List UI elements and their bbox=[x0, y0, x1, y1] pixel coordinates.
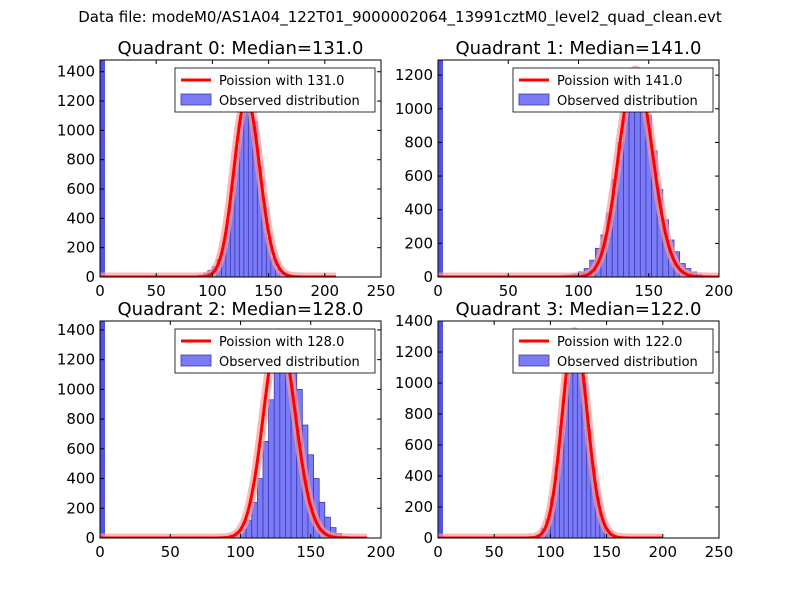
y-tick-label: 400 bbox=[404, 201, 433, 219]
x-tick-label: 100 bbox=[536, 543, 565, 561]
y-tick-label: 1200 bbox=[395, 343, 433, 361]
x-tick-label: 200 bbox=[648, 543, 677, 561]
histogram-bar bbox=[279, 351, 286, 538]
y-tick-label: 1000 bbox=[57, 380, 95, 398]
subplot-title: Quadrant 2: Median=128.0 bbox=[118, 299, 364, 320]
x-tick-label: 0 bbox=[95, 282, 105, 300]
legend-bar-swatch bbox=[180, 354, 212, 367]
y-tick-label: 600 bbox=[404, 436, 433, 454]
y-tick-label: 400 bbox=[66, 470, 95, 488]
y-tick-label: 200 bbox=[66, 499, 95, 517]
zero-spike-bar bbox=[438, 321, 443, 538]
y-tick-label: 400 bbox=[66, 209, 95, 227]
x-tick-label: 100 bbox=[226, 543, 255, 561]
y-tick-label: 0 bbox=[85, 268, 95, 286]
y-tick-label: 1400 bbox=[57, 321, 95, 339]
subplot-title: Quadrant 3: Median=122.0 bbox=[456, 299, 702, 320]
subplot-title: Quadrant 1: Median=141.0 bbox=[456, 38, 702, 59]
plot-content bbox=[100, 321, 371, 538]
legend-label-observed: Observed distribution bbox=[557, 355, 698, 370]
x-tick-label: 200 bbox=[310, 282, 339, 300]
y-tick-label: 200 bbox=[66, 239, 95, 257]
legend-bar-swatch bbox=[518, 354, 550, 367]
x-tick-label: 50 bbox=[161, 543, 180, 561]
subplot-1: 0 50 100 150 200 0 200 400 600 800 1000 1200 Quadran… bbox=[395, 38, 734, 300]
legend-bar-swatch bbox=[518, 93, 550, 106]
y-tick-label: 400 bbox=[404, 467, 433, 485]
y-tick-label: 800 bbox=[404, 133, 433, 151]
y-tick-label: 1200 bbox=[57, 92, 95, 110]
x-tick-label: 100 bbox=[564, 282, 593, 300]
y-tick-label: 600 bbox=[404, 167, 433, 185]
y-tick-label: 800 bbox=[404, 405, 433, 423]
histogram-bar bbox=[268, 399, 275, 538]
x-tick-label: 0 bbox=[95, 543, 105, 561]
x-tick-label: 50 bbox=[499, 282, 518, 300]
legend-label-poisson: Poission with 131.0 bbox=[219, 74, 344, 89]
y-tick-label: 0 bbox=[423, 268, 433, 286]
x-tick-label: 0 bbox=[433, 282, 443, 300]
legend-label-observed: Observed distribution bbox=[557, 94, 698, 109]
y-tick-label: 1200 bbox=[57, 351, 95, 369]
y-tick-label: 600 bbox=[66, 440, 95, 458]
y-tick-label: 1000 bbox=[395, 374, 433, 392]
x-tick-label: 250 bbox=[367, 282, 396, 300]
y-tick-label: 800 bbox=[66, 410, 95, 428]
y-tick-label: 1000 bbox=[57, 121, 95, 139]
legend-bar-swatch bbox=[180, 93, 212, 106]
zero-spike-bar bbox=[438, 60, 443, 277]
subplot-2: 0 50 100 150 200 0 200 400 600 800 1000 1200 1400 Qua… bbox=[57, 299, 396, 561]
plot-frame bbox=[437, 320, 720, 539]
histogram-bar bbox=[256, 478, 264, 538]
y-tick-label: 0 bbox=[423, 529, 433, 547]
zero-spike-bar bbox=[100, 60, 105, 277]
y-tick-label: 0 bbox=[85, 529, 95, 547]
x-tick-label: 50 bbox=[147, 282, 166, 300]
subplot-title: Quadrant 0: Median=131.0 bbox=[118, 38, 364, 59]
y-tick-label: 200 bbox=[404, 498, 433, 516]
x-tick-label: 150 bbox=[254, 282, 283, 300]
x-tick-label: 250 bbox=[705, 543, 734, 561]
subplot-0: 0 50 100 150 200 250 0 200 400 600 800 1000 1200 1400… bbox=[57, 38, 396, 300]
legend-label-poisson: Poission with 128.0 bbox=[219, 335, 344, 350]
x-tick-label: 200 bbox=[367, 543, 396, 561]
subplot-3: 0 50 100 150 200 250 0 200 400 600 800 1000 1200 1400… bbox=[395, 299, 734, 561]
legend-label-observed: Observed distribution bbox=[219, 355, 360, 370]
x-tick-label: 0 bbox=[433, 543, 443, 561]
histogram-bar bbox=[262, 440, 270, 538]
y-tick-label: 1200 bbox=[395, 66, 433, 84]
y-tick-label: 800 bbox=[66, 151, 95, 169]
x-tick-label: 150 bbox=[592, 543, 621, 561]
y-tick-label: 1000 bbox=[395, 100, 433, 118]
x-tick-label: 150 bbox=[296, 543, 325, 561]
zero-spike-bar bbox=[100, 321, 105, 538]
x-tick-label: 50 bbox=[485, 543, 504, 561]
legend-label-observed: Observed distribution bbox=[219, 94, 360, 109]
poisson-curve bbox=[100, 331, 368, 538]
y-tick-label: 1400 bbox=[395, 312, 433, 330]
x-tick-label: 100 bbox=[198, 282, 227, 300]
histogram-bar bbox=[273, 366, 281, 538]
x-tick-label: 200 bbox=[705, 282, 734, 300]
y-tick-label: 600 bbox=[66, 180, 95, 198]
y-tick-label: 200 bbox=[404, 234, 433, 252]
histogram-bar bbox=[243, 106, 249, 277]
legend-label-poisson: Poission with 141.0 bbox=[557, 74, 682, 89]
figure-suptitle: Data file: modeM0/AS1A04_122T01_90000020… bbox=[78, 8, 722, 26]
plot-frame bbox=[99, 59, 382, 278]
x-tick-label: 150 bbox=[634, 282, 663, 300]
y-tick-label: 1400 bbox=[57, 63, 95, 81]
legend-label-poisson: Poission with 122.0 bbox=[557, 335, 682, 350]
